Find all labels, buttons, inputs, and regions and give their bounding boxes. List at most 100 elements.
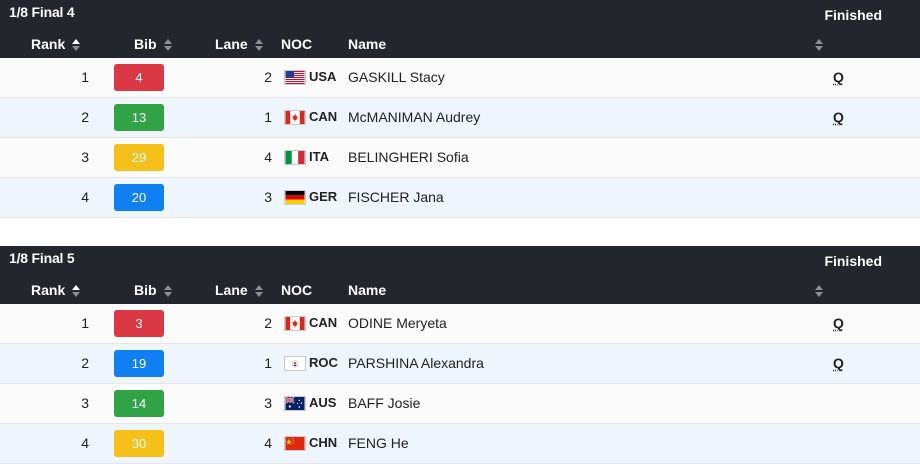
bib-badge: 30 xyxy=(114,430,164,457)
heat-header: 1/8 Final 4 Finished xyxy=(0,0,920,30)
table-row[interactable]: 1 3 2 CAN ODINE Meryeta Q xyxy=(0,304,920,344)
bib-header-label: Bib xyxy=(134,36,157,52)
lane-value: 1 xyxy=(264,109,272,125)
table-row[interactable]: 3 14 3 AUS BAFF Josie xyxy=(0,384,920,424)
lane-header-label: Lane xyxy=(215,36,248,52)
italy-flag-icon xyxy=(284,150,306,165)
lane-header-label: Lane xyxy=(215,282,248,298)
rank-header-label: Rank xyxy=(31,36,66,52)
heat-title: 1/8 Final 5 xyxy=(9,250,75,266)
lane-value: 3 xyxy=(264,189,272,205)
sort-icon[interactable] xyxy=(814,284,824,298)
name-sort-control[interactable] xyxy=(808,36,824,52)
athlete-name[interactable]: FISCHER Jana xyxy=(348,189,444,205)
name-header-label: Name xyxy=(348,36,387,52)
australia-flag-icon xyxy=(284,396,306,411)
heat-results-table: 1/8 Final 5 Finished Rank Bib Lane NOC N… xyxy=(0,246,920,464)
noc-code: CHN xyxy=(309,435,338,450)
athlete-name[interactable]: PARSHINA Alexandra xyxy=(348,355,484,371)
bib-badge: 19 xyxy=(114,350,164,377)
lane-column-header[interactable]: Lane xyxy=(215,282,264,298)
table-row[interactable]: 1 4 2 USA GASKILL Stacy Q xyxy=(0,58,920,98)
table-row[interactable]: 4 30 4 CHN FENG He xyxy=(0,424,920,464)
rank-value: 1 xyxy=(81,69,89,85)
noc-code: CAN xyxy=(309,315,338,330)
bib-badge: 3 xyxy=(114,310,164,337)
bib-column-header[interactable]: Bib xyxy=(134,282,173,298)
athlete-name[interactable]: ODINE Meryeta xyxy=(348,315,447,331)
noc-code: CAN xyxy=(309,109,338,124)
rank-header-label: Rank xyxy=(31,282,66,298)
lane-value: 4 xyxy=(264,149,272,165)
lane-value: 2 xyxy=(264,315,272,331)
lane-value: 1 xyxy=(264,355,272,371)
heat-title: 1/8 Final 4 xyxy=(9,4,75,20)
name-header-label: Name xyxy=(348,282,387,298)
qualified-marker: Q xyxy=(833,69,844,85)
lane-column-header[interactable]: Lane xyxy=(215,36,264,52)
noc-code: ITA xyxy=(309,149,329,164)
bib-badge: 29 xyxy=(114,144,164,171)
heat-results-table: 1/8 Final 4 Finished Rank Bib Lane NOC N… xyxy=(0,0,920,218)
noc-header-label: NOC xyxy=(281,36,313,52)
athlete-name[interactable]: McMANIMAN Audrey xyxy=(348,109,481,125)
lane-value: 2 xyxy=(264,69,272,85)
lane-value: 4 xyxy=(264,435,272,451)
name-column-header[interactable]: Name xyxy=(348,282,386,298)
heat-status: Finished xyxy=(824,7,882,23)
rank-column-header[interactable]: Rank xyxy=(31,282,81,298)
heat-header: 1/8 Final 5 Finished xyxy=(0,246,920,276)
usa-flag-icon xyxy=(284,70,306,85)
sort-icon[interactable] xyxy=(163,284,173,298)
table-row[interactable]: 2 19 1 ROC PARSHINA Alexandra Q xyxy=(0,344,920,384)
heat-status: Finished xyxy=(824,253,882,269)
china-flag-icon xyxy=(284,436,306,451)
bib-badge: 20 xyxy=(114,184,164,211)
noc-column-header[interactable]: NOC xyxy=(281,36,312,52)
noc-column-header[interactable]: NOC xyxy=(281,282,312,298)
bib-badge: 13 xyxy=(114,104,164,131)
athlete-name[interactable]: GASKILL Stacy xyxy=(348,69,445,85)
sort-icon[interactable] xyxy=(254,38,264,52)
sort-asc-icon[interactable] xyxy=(71,284,81,298)
lane-value: 3 xyxy=(264,395,272,411)
bib-badge: 14 xyxy=(114,390,164,417)
rank-value: 4 xyxy=(81,435,89,451)
table-row[interactable]: 3 29 4 ITA BELINGHERI Sofia xyxy=(0,138,920,178)
bib-column-header[interactable]: Bib xyxy=(134,36,173,52)
sort-icon[interactable] xyxy=(254,284,264,298)
column-header-row: Rank Bib Lane NOC Name xyxy=(0,276,920,304)
bib-badge: 4 xyxy=(114,64,164,91)
noc-code: USA xyxy=(309,69,337,84)
athlete-name[interactable]: BAFF Josie xyxy=(348,395,421,411)
germany-flag-icon xyxy=(284,190,306,205)
name-sort-control[interactable] xyxy=(808,282,824,298)
sort-icon[interactable] xyxy=(163,38,173,52)
sort-icon[interactable] xyxy=(814,38,824,52)
sort-asc-icon[interactable] xyxy=(71,38,81,52)
rank-value: 4 xyxy=(81,189,89,205)
rank-value: 2 xyxy=(81,355,89,371)
noc-code: AUS xyxy=(309,395,337,410)
noc-code: GER xyxy=(309,189,338,204)
column-header-row: Rank Bib Lane NOC Name xyxy=(0,30,920,58)
canada-flag-icon xyxy=(284,110,306,125)
noc-header-label: NOC xyxy=(281,282,313,298)
athlete-name[interactable]: FENG He xyxy=(348,435,409,451)
noc-code: ROC xyxy=(309,355,338,370)
qualified-marker: Q xyxy=(833,109,844,125)
name-column-header[interactable]: Name xyxy=(348,36,386,52)
bib-header-label: Bib xyxy=(134,282,157,298)
table-row[interactable]: 4 20 3 GER FISCHER Jana xyxy=(0,178,920,218)
qualified-marker: Q xyxy=(833,315,844,331)
rank-value: 3 xyxy=(81,395,89,411)
rank-column-header[interactable]: Rank xyxy=(31,36,81,52)
rank-value: 2 xyxy=(81,109,89,125)
athlete-name[interactable]: BELINGHERI Sofia xyxy=(348,149,469,165)
table-row[interactable]: 2 13 1 CAN McMANIMAN Audrey Q xyxy=(0,98,920,138)
canada-flag-icon xyxy=(284,316,306,331)
qualified-marker: Q xyxy=(833,355,844,371)
rank-value: 1 xyxy=(81,315,89,331)
roc-flag-icon xyxy=(284,356,306,371)
rank-value: 3 xyxy=(81,149,89,165)
